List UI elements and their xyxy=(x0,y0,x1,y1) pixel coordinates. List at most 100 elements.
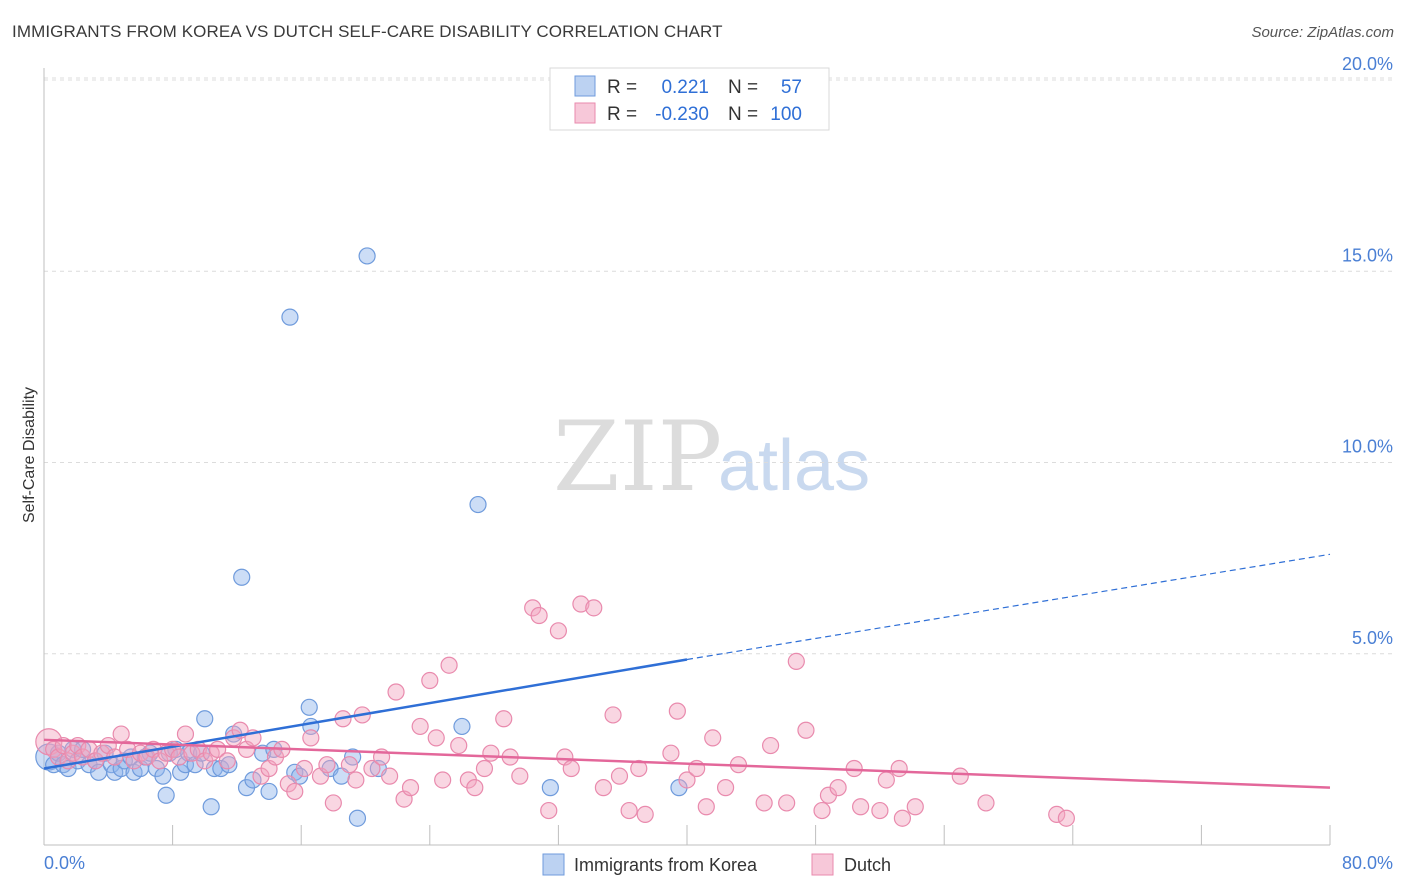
dutch-point xyxy=(716,779,735,797)
dutch-point xyxy=(678,771,696,789)
korea-point xyxy=(202,798,220,816)
legend-r-label-dutch: R = xyxy=(607,104,637,125)
korea-point xyxy=(541,779,559,797)
bottom-legend-label-dutch: Dutch xyxy=(844,855,891,875)
dutch-point xyxy=(387,683,405,701)
y-tick-label: 20.0% xyxy=(1342,54,1393,74)
dutch-point xyxy=(778,794,796,812)
trend-lines xyxy=(43,553,1331,789)
legend-n-value-dutch: 100 xyxy=(770,104,802,125)
dutch-point xyxy=(585,599,603,617)
dutch-point xyxy=(1048,805,1066,824)
korea-point xyxy=(233,568,251,586)
dutch-point xyxy=(797,721,815,739)
korea-trend-line xyxy=(43,658,688,770)
dutch-point xyxy=(604,706,622,724)
dutch-point xyxy=(218,752,236,770)
legend-swatch-korea xyxy=(574,75,596,97)
dutch-point xyxy=(427,729,445,747)
dutch-point xyxy=(787,652,805,671)
dutch-point xyxy=(381,767,399,785)
dutch-point xyxy=(813,801,831,820)
dutch-point xyxy=(636,805,654,824)
dutch-point xyxy=(906,798,924,816)
watermark-zip: ZIP xyxy=(553,401,722,513)
dutch-point xyxy=(302,729,320,747)
dutch-point xyxy=(1057,809,1075,827)
dutch-point xyxy=(286,782,304,801)
dutch-point xyxy=(572,595,590,613)
dutch-point xyxy=(347,771,365,789)
korea-point xyxy=(154,767,172,785)
korea-point xyxy=(157,786,175,804)
dutch-point xyxy=(630,759,648,778)
korea-point xyxy=(469,495,487,514)
dutch-point xyxy=(852,798,870,816)
dutch-point xyxy=(450,736,468,755)
korea-point xyxy=(244,771,262,789)
legend-n-label-dutch: N = xyxy=(728,104,758,125)
dutch-point xyxy=(466,779,484,797)
legend-swatch-dutch xyxy=(574,102,596,124)
dutch-point xyxy=(324,794,342,812)
dutch-point xyxy=(620,801,638,820)
korea-trend-extension xyxy=(686,553,1331,661)
dutch-point xyxy=(363,759,381,778)
dutch-point xyxy=(549,622,568,640)
dutch-point xyxy=(704,729,722,747)
dutch-point xyxy=(829,779,847,797)
series-korea-points xyxy=(35,247,688,827)
x-ticks xyxy=(43,825,1331,845)
dutch-point xyxy=(662,744,680,762)
dutch-point xyxy=(951,767,969,785)
dutch-point xyxy=(893,809,912,827)
series-legend: Immigrants from Korea Dutch xyxy=(542,853,891,876)
dutch-point xyxy=(594,779,613,797)
dutch-point xyxy=(440,656,458,674)
dutch-point xyxy=(668,702,686,720)
dutch-trend-line xyxy=(43,738,1331,789)
korea-point xyxy=(260,782,278,801)
dutch-point xyxy=(890,759,908,778)
dutch-point xyxy=(697,798,715,816)
dutch-point xyxy=(411,717,429,736)
dutch-point xyxy=(877,771,895,789)
legend-n-label-korea: N = xyxy=(728,77,758,98)
y-tick-labels: 5.0% 10.0% 15.0% 20.0% xyxy=(1342,54,1393,648)
legend-n-value-korea: 57 xyxy=(781,77,802,98)
chart-title: IMMIGRANTS FROM KOREA VS DUTCH SELF-CARE… xyxy=(12,22,723,41)
legend-r-value-dutch: -0.230 xyxy=(655,104,709,125)
korea-point xyxy=(196,710,214,728)
dutch-point xyxy=(977,794,995,812)
dutch-point xyxy=(755,794,773,812)
dutch-point xyxy=(530,606,548,625)
korea-point xyxy=(348,809,367,827)
dutch-point xyxy=(434,771,452,789)
stats-legend-box xyxy=(549,67,830,131)
legend-r-value-korea: 0.221 xyxy=(661,77,709,98)
dutch-point xyxy=(340,756,359,774)
dutch-point xyxy=(176,725,195,743)
dutch-point xyxy=(482,744,500,762)
korea-point xyxy=(358,247,376,265)
y-tick-label: 15.0% xyxy=(1342,245,1393,265)
dutch-point xyxy=(170,748,188,766)
dutch-point xyxy=(511,767,529,785)
dutch-point xyxy=(421,671,439,690)
gridlines xyxy=(44,77,1395,655)
dutch-point xyxy=(610,767,629,785)
source-label: Source: ZipAtlas.com xyxy=(1251,24,1394,41)
x-tick-label-min: 0.0% xyxy=(44,853,85,873)
y-tick-label: 10.0% xyxy=(1342,437,1393,457)
watermark-atlas: atlas xyxy=(718,426,870,506)
bottom-legend-swatch-korea xyxy=(542,853,565,876)
korea-point xyxy=(300,698,318,716)
watermark: ZIP atlas xyxy=(553,401,870,513)
y-tick-label: 5.0% xyxy=(1352,628,1393,648)
korea-point xyxy=(281,308,299,326)
y-axis-label: Self-Care Disability xyxy=(21,387,38,523)
dutch-point xyxy=(318,756,336,774)
dutch-point xyxy=(562,759,580,778)
korea-point xyxy=(453,717,471,736)
